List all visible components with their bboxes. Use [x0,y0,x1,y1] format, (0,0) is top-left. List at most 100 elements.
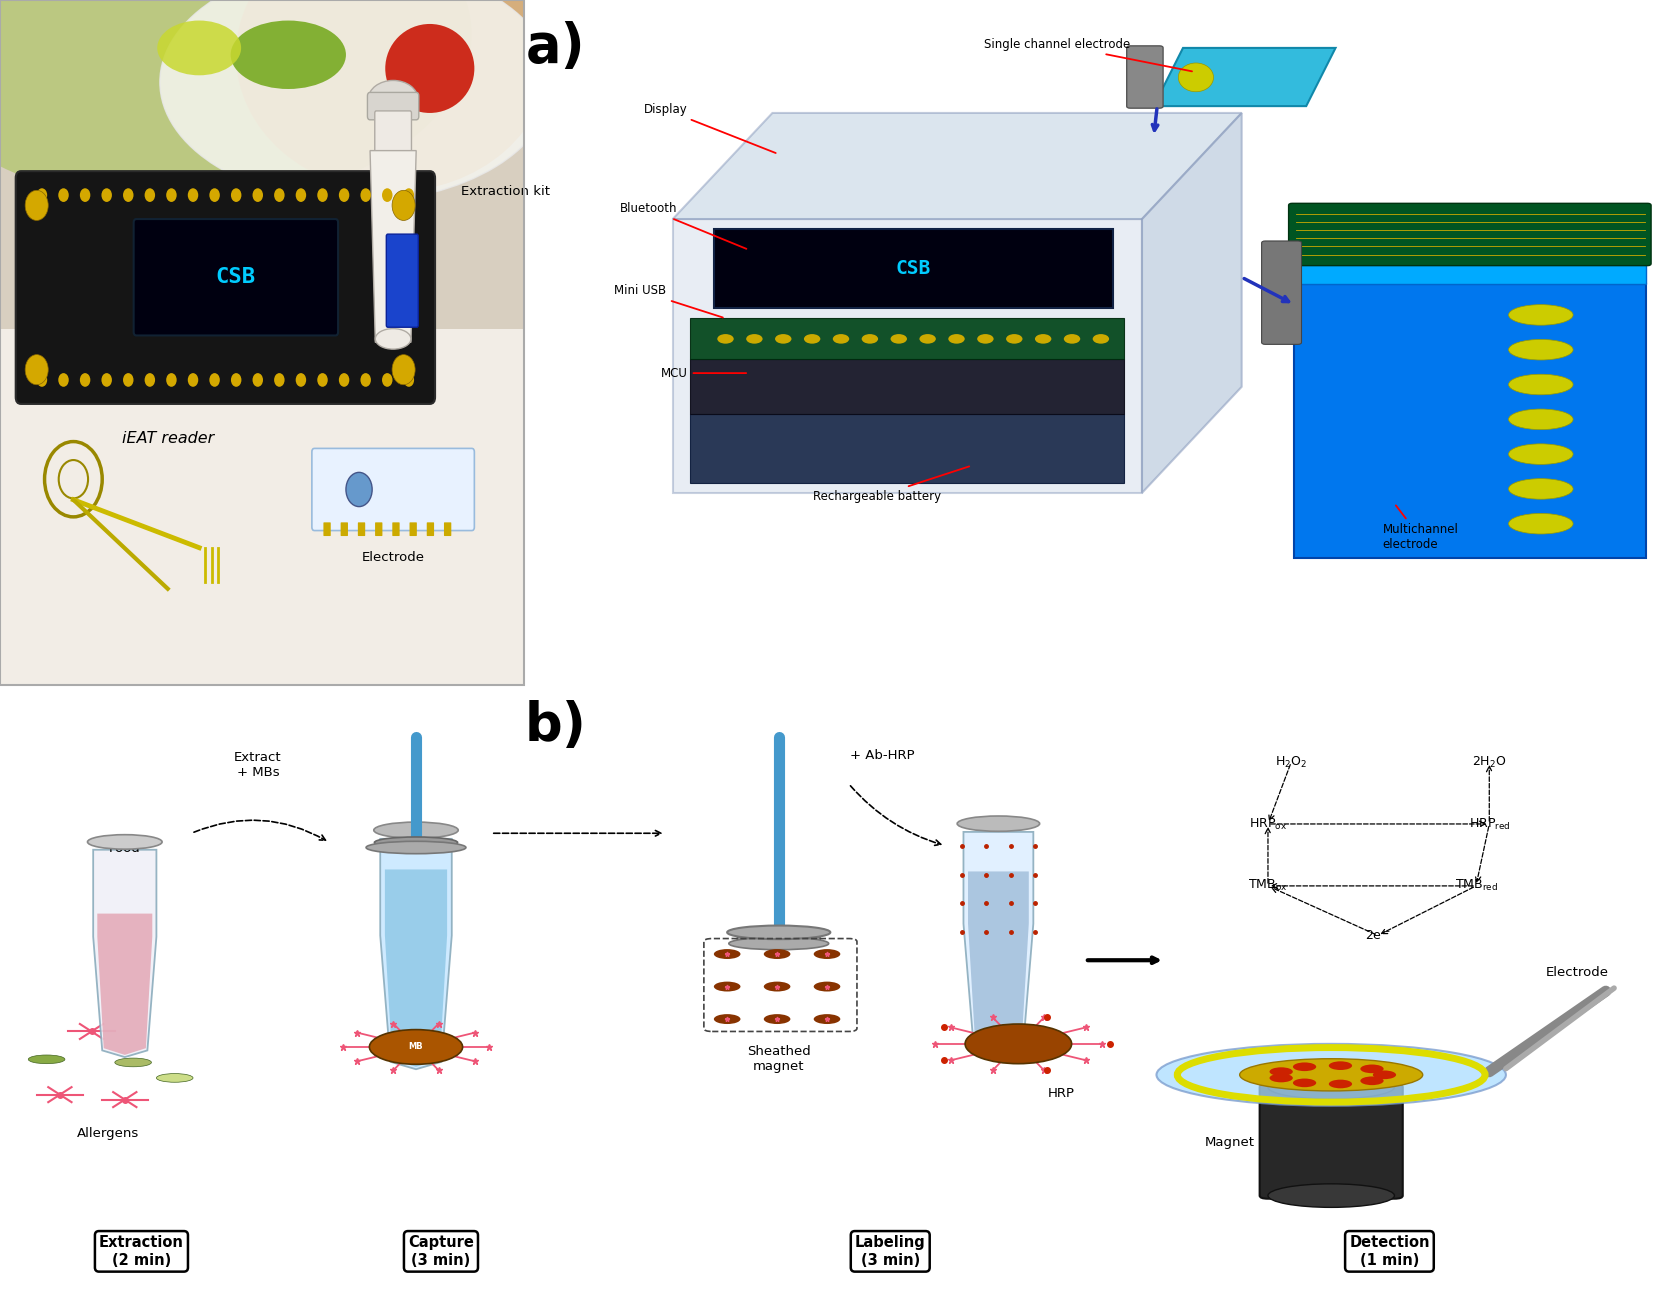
Ellipse shape [115,1058,151,1067]
FancyBboxPatch shape [393,523,399,536]
Ellipse shape [737,932,820,944]
Circle shape [383,188,393,202]
Circle shape [1293,1063,1316,1071]
Ellipse shape [1240,1059,1423,1091]
Ellipse shape [366,841,466,854]
Text: Bluetooth: Bluetooth [621,202,747,249]
Text: iEAT reader: iEAT reader [121,430,215,446]
Circle shape [339,188,349,202]
FancyBboxPatch shape [0,0,524,685]
Circle shape [102,373,111,387]
Text: MB: MB [409,1042,423,1051]
Circle shape [58,188,68,202]
Circle shape [775,334,792,344]
Text: Mini USB: Mini USB [614,284,722,317]
Circle shape [977,334,993,344]
Circle shape [714,982,740,991]
Ellipse shape [1178,63,1213,91]
Polygon shape [1142,113,1241,493]
Circle shape [25,355,48,385]
FancyBboxPatch shape [1261,241,1301,344]
Text: Single channel electrode: Single channel electrode [983,38,1191,72]
Text: Sheathed
magnet: Sheathed magnet [747,1046,810,1073]
Circle shape [745,334,762,344]
Circle shape [1270,1067,1293,1076]
Circle shape [920,334,935,344]
Polygon shape [968,871,1028,1048]
Text: Rechargeable battery: Rechargeable battery [814,467,968,503]
Circle shape [361,373,371,387]
FancyBboxPatch shape [386,235,418,327]
Circle shape [145,373,155,387]
Circle shape [37,373,47,387]
Circle shape [383,373,393,387]
Ellipse shape [957,816,1040,832]
Circle shape [253,188,263,202]
Ellipse shape [374,837,458,848]
Polygon shape [691,360,1125,415]
Circle shape [714,949,740,958]
Polygon shape [691,415,1125,482]
Text: TMB$_\mathregular{ox}$: TMB$_\mathregular{ox}$ [1248,879,1288,893]
Circle shape [714,1015,740,1024]
Circle shape [231,188,241,202]
FancyBboxPatch shape [358,523,364,536]
Circle shape [102,188,111,202]
Ellipse shape [1268,1076,1394,1099]
Polygon shape [379,838,453,1069]
Polygon shape [1153,48,1336,106]
FancyBboxPatch shape [374,111,411,153]
Text: Magnet: Magnet [1205,1137,1255,1149]
FancyBboxPatch shape [0,329,524,685]
Circle shape [404,188,414,202]
Circle shape [58,373,68,387]
Circle shape [393,190,414,220]
Polygon shape [1295,284,1646,558]
Circle shape [339,373,349,387]
Circle shape [804,334,820,344]
Polygon shape [691,318,1125,360]
FancyBboxPatch shape [323,523,331,536]
Ellipse shape [231,21,346,89]
Text: Electrode: Electrode [361,552,424,565]
Circle shape [1035,334,1052,344]
Text: Labeling
(3 min): Labeling (3 min) [855,1235,925,1267]
Text: Capture
(3 min): Capture (3 min) [408,1235,474,1267]
Ellipse shape [236,0,551,192]
Circle shape [80,373,90,387]
FancyBboxPatch shape [444,523,451,536]
Text: Multichannel
electrode: Multichannel electrode [1383,506,1458,552]
Text: 2H$_2$O: 2H$_2$O [1473,755,1506,769]
Circle shape [862,334,879,344]
Circle shape [296,373,306,387]
Circle shape [1330,1080,1353,1089]
Polygon shape [672,113,1241,219]
Polygon shape [369,151,416,342]
Circle shape [275,188,285,202]
Circle shape [1373,1071,1396,1080]
Polygon shape [93,850,156,1058]
Ellipse shape [0,0,473,206]
Ellipse shape [28,1055,65,1064]
Text: CSB: CSB [216,267,256,287]
Ellipse shape [88,835,161,849]
Ellipse shape [729,938,829,949]
Text: a): a) [526,21,586,73]
Circle shape [346,472,373,507]
Circle shape [965,1024,1072,1064]
Text: + Ab-HRP: + Ab-HRP [850,750,914,763]
FancyBboxPatch shape [341,523,348,536]
Circle shape [764,1015,790,1024]
Circle shape [123,188,133,202]
Ellipse shape [1509,374,1572,395]
Circle shape [393,355,414,385]
Ellipse shape [727,926,830,939]
Circle shape [1063,334,1080,344]
Text: Extraction
(2 min): Extraction (2 min) [98,1235,185,1267]
Circle shape [80,188,90,202]
FancyBboxPatch shape [311,449,474,531]
Text: Extraction kit: Extraction kit [461,185,551,198]
FancyBboxPatch shape [374,523,383,536]
Ellipse shape [1268,1184,1394,1208]
Circle shape [1093,334,1110,344]
